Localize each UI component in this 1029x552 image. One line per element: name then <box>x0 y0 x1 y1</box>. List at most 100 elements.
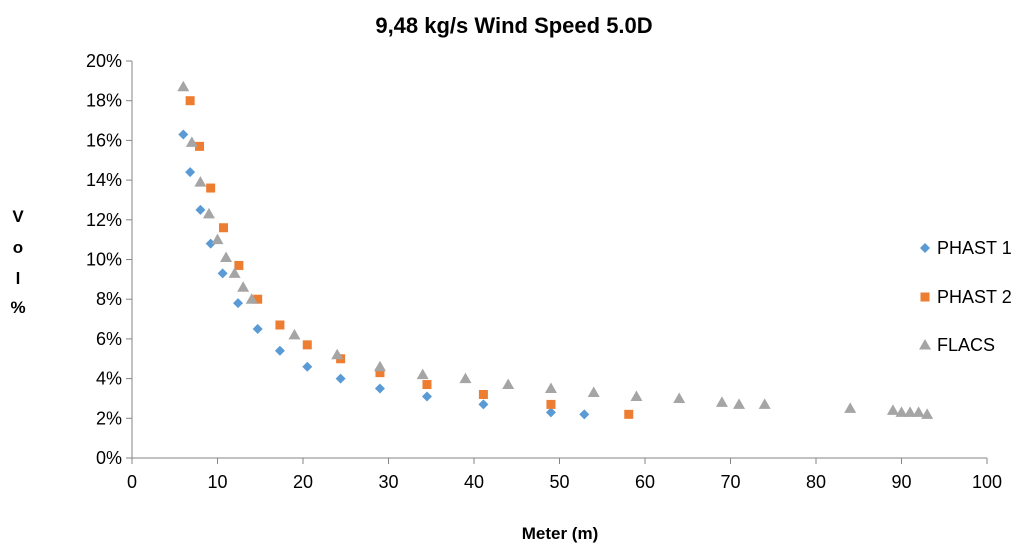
triangle-point <box>211 233 224 245</box>
triangle-point <box>202 207 215 219</box>
x-tick-label: 40 <box>464 472 484 492</box>
square-point <box>546 399 556 409</box>
legend-label: PHAST 2 <box>937 287 1012 307</box>
diamond-point <box>545 407 556 418</box>
triangle-point <box>237 281 250 292</box>
y-tick-label: 8% <box>96 289 122 309</box>
triangle-point <box>544 382 557 394</box>
triangle-point <box>228 267 241 278</box>
triangle-point <box>904 406 917 417</box>
triangle-point <box>630 390 643 401</box>
triangle-point <box>177 80 190 92</box>
diamond-point <box>205 238 216 249</box>
y-tick-label: 6% <box>96 329 122 349</box>
triangle-point <box>220 251 233 263</box>
y-axis-label-letter-4: % <box>10 298 25 317</box>
diamond-point <box>274 345 285 356</box>
x-tick-label: 50 <box>549 472 569 492</box>
axes: 0% 2% 4% 6% 8% 10% 12% 14% 16% 18% 20% 0 10 20 30 40 50 6… <box>86 51 1002 492</box>
y-tick-label: 2% <box>96 408 122 428</box>
square-point <box>253 294 263 304</box>
diamond-point <box>302 361 313 372</box>
diamond-point <box>178 129 189 140</box>
triangle-point <box>673 392 686 403</box>
triangle-point <box>459 372 472 384</box>
diamond-point <box>335 373 346 384</box>
triangle-point <box>245 293 258 304</box>
series-phast-2 <box>185 96 634 419</box>
triangle-point <box>895 406 908 417</box>
legend-label: FLACS <box>937 335 995 355</box>
legend-label: PHAST 1 <box>937 238 1012 258</box>
diamond-legend-marker <box>920 243 930 253</box>
diamond-point <box>421 391 432 402</box>
x-tick-label: 90 <box>891 472 911 492</box>
legend-item: PHAST 2 <box>920 287 1012 307</box>
triangle-point <box>715 396 728 407</box>
legend-item: PHAST 1 <box>920 238 1012 258</box>
triangle-point <box>502 378 515 390</box>
square-point <box>206 183 216 193</box>
x-tick-label: 0 <box>127 472 137 492</box>
square-point <box>422 380 432 390</box>
chart-title: 9,48 kg/s Wind Speed 5.0D <box>375 13 652 38</box>
triangle-point <box>373 360 386 372</box>
triangle-point <box>416 368 429 380</box>
y-axis-label: V o l % <box>10 207 25 317</box>
square-legend-marker <box>920 292 930 302</box>
diamond-point <box>217 268 228 279</box>
series-flacs <box>177 80 934 419</box>
y-tick-label: 4% <box>96 369 122 389</box>
y-tick-label: 16% <box>86 130 122 150</box>
square-point <box>234 260 244 270</box>
diamond-point <box>374 383 385 394</box>
triangle-point <box>194 176 207 187</box>
diamond-point <box>252 323 263 334</box>
x-tick-label: 10 <box>207 472 227 492</box>
triangle-legend-marker <box>919 339 931 350</box>
x-tick-label: 30 <box>378 472 398 492</box>
y-axis-label-letter-2: o <box>13 238 23 257</box>
x-tick-label: 20 <box>293 472 313 492</box>
diamond-point <box>579 409 590 420</box>
diamond-point <box>478 399 489 410</box>
x-tick-label: 100 <box>972 472 1002 492</box>
y-axis-label-letter-1: V <box>12 207 24 226</box>
square-point <box>624 409 634 419</box>
triangle-point <box>331 348 344 360</box>
y-tick-label: 20% <box>86 51 122 71</box>
triangle-point <box>886 404 899 415</box>
x-axis-label: Meter (m) <box>522 524 599 543</box>
y-tick-label: 10% <box>86 250 122 270</box>
square-point <box>375 368 385 378</box>
y-axis-label-letter-3: l <box>16 269 21 288</box>
triangle-point <box>288 328 301 340</box>
triangle-point <box>185 136 198 147</box>
legend: PHAST 1 PHAST 2 FLACS <box>919 238 1012 355</box>
y-tick-label: 18% <box>86 91 122 111</box>
data-points <box>177 80 934 420</box>
triangle-point <box>587 386 600 397</box>
diamond-point <box>233 298 244 309</box>
square-point <box>185 96 195 106</box>
square-point <box>195 141 205 151</box>
x-tick-label: 70 <box>720 472 740 492</box>
series-phast-1 <box>178 129 590 420</box>
square-point <box>275 320 285 330</box>
x-tick-label: 80 <box>806 472 826 492</box>
square-point <box>478 389 488 399</box>
x-tick-label: 60 <box>635 472 655 492</box>
triangle-point <box>758 398 771 409</box>
y-tick-label: 14% <box>86 170 122 190</box>
triangle-point <box>733 398 746 409</box>
triangle-point <box>844 402 857 413</box>
triangle-point <box>921 408 934 419</box>
triangle-point <box>912 406 925 417</box>
y-tick-label: 0% <box>96 448 122 468</box>
diamond-point <box>195 204 206 215</box>
square-point <box>218 223 228 233</box>
square-point <box>302 340 312 350</box>
legend-item: FLACS <box>919 335 995 355</box>
diamond-point <box>185 167 196 178</box>
